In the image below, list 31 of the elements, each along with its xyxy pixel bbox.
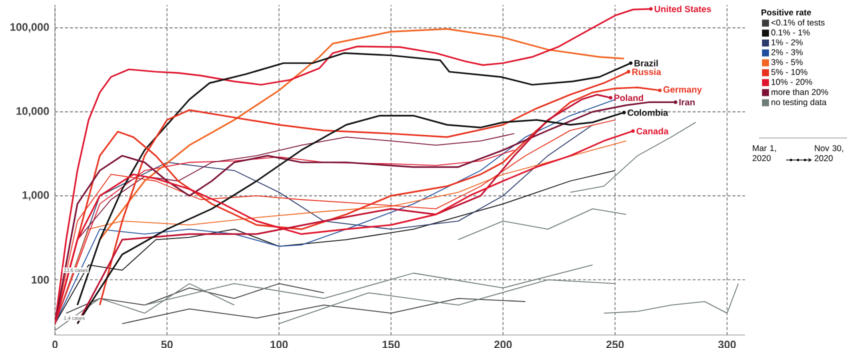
- annotation: United States: [654, 6, 712, 12]
- legend-label: <0.1% of tests: [771, 19, 825, 26]
- y-tick-label: 1,000: [22, 191, 49, 200]
- y-tick-label: 100,000: [10, 23, 49, 32]
- legend-label: more than 20%: [772, 88, 828, 96]
- annotation: Poland: [614, 94, 644, 102]
- text: Mar 1, 2020: [752, 145, 776, 162]
- legend-label: 3% - 5%: [771, 59, 803, 66]
- legend-label: 1% - 2%: [772, 39, 803, 46]
- x-tick-label: 150: [382, 340, 400, 348]
- x-tick-label: 300: [718, 340, 736, 348]
- y-tick-label: 100: [32, 276, 49, 284]
- x-tick-label: 0: [52, 340, 58, 348]
- x-tick-label: 100: [270, 340, 288, 348]
- legend-label: 0.1% - 1%: [771, 29, 810, 36]
- legend-title: Positive rate: [762, 9, 812, 16]
- legend-label: 10% - 20%: [772, 78, 812, 85]
- legend-label: 5% - 10%: [771, 69, 808, 75]
- legend-label: 2% - 3%: [771, 49, 803, 56]
- annotation: Russia: [632, 68, 662, 76]
- annotation: Colombia: [628, 109, 668, 116]
- x-tick-label: 250: [606, 340, 624, 348]
- annotation: Canada: [636, 128, 669, 134]
- y-tick-label: 10,000: [16, 107, 49, 116]
- annotation: Germany: [663, 86, 702, 94]
- text: Nov 30, 2020: [814, 145, 844, 162]
- annotation: Brazil: [634, 60, 658, 66]
- annotation: Iran: [679, 99, 695, 106]
- x-tick-label: 200: [494, 340, 512, 348]
- x-tick-label: 50: [161, 340, 173, 348]
- legend-label: no testing data: [772, 98, 827, 107]
